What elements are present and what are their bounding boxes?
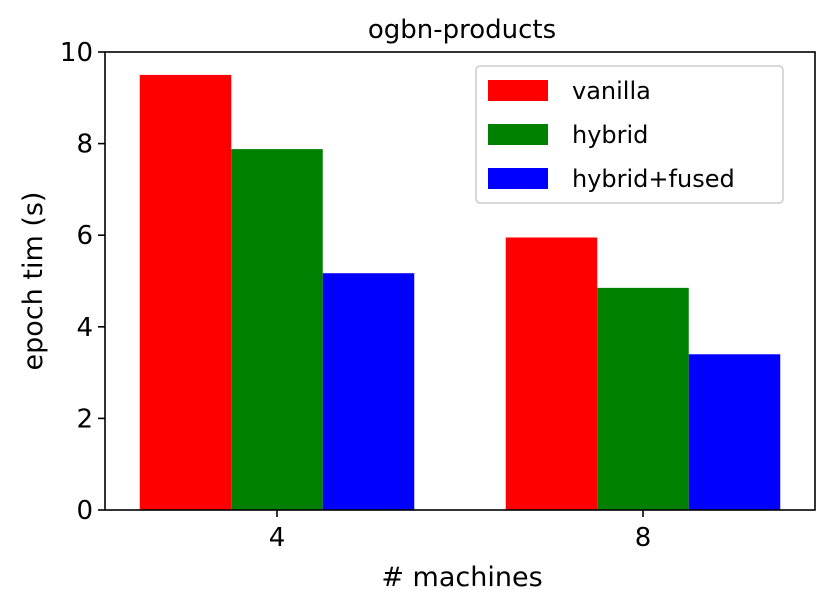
y-axis: 0 2 4 6 8 10 — [60, 38, 105, 526]
bar-hybrid-4 — [231, 149, 323, 510]
bar-hybrid-8 — [597, 287, 689, 510]
chart-title: ogbn-products — [368, 15, 556, 45]
legend-swatch — [488, 168, 548, 189]
x-tick-label: 8 — [635, 523, 652, 553]
x-axis-label: # machines — [381, 562, 542, 593]
y-tick-label: 0 — [76, 496, 93, 526]
legend-label: vanilla — [572, 77, 651, 105]
legend-box — [475, 65, 784, 204]
x-tick-label: 4 — [269, 523, 286, 553]
y-tick-label: 10 — [60, 38, 93, 68]
plot-frame — [104, 51, 816, 511]
legend-swatch — [488, 124, 548, 145]
bar-hybrid-fused-8 — [688, 354, 781, 510]
y-tick-label: 6 — [76, 221, 93, 251]
bar-vanilla-8 — [505, 237, 598, 511]
y-tick-label: 8 — [76, 130, 93, 160]
y-tick-label: 4 — [76, 313, 93, 343]
legend: vanilla hybrid hybrid+fused — [475, 65, 784, 204]
legend-label: hybrid+fused — [572, 165, 735, 193]
y-axis-label: epoch tim (s) — [18, 192, 49, 371]
legend-swatch — [488, 80, 548, 101]
y-tick-label: 2 — [76, 404, 93, 434]
bars-group — [139, 74, 781, 511]
bar-vanilla-4 — [139, 74, 232, 511]
legend-label: hybrid — [572, 121, 648, 149]
bar-hybrid-fused-4 — [322, 273, 415, 510]
